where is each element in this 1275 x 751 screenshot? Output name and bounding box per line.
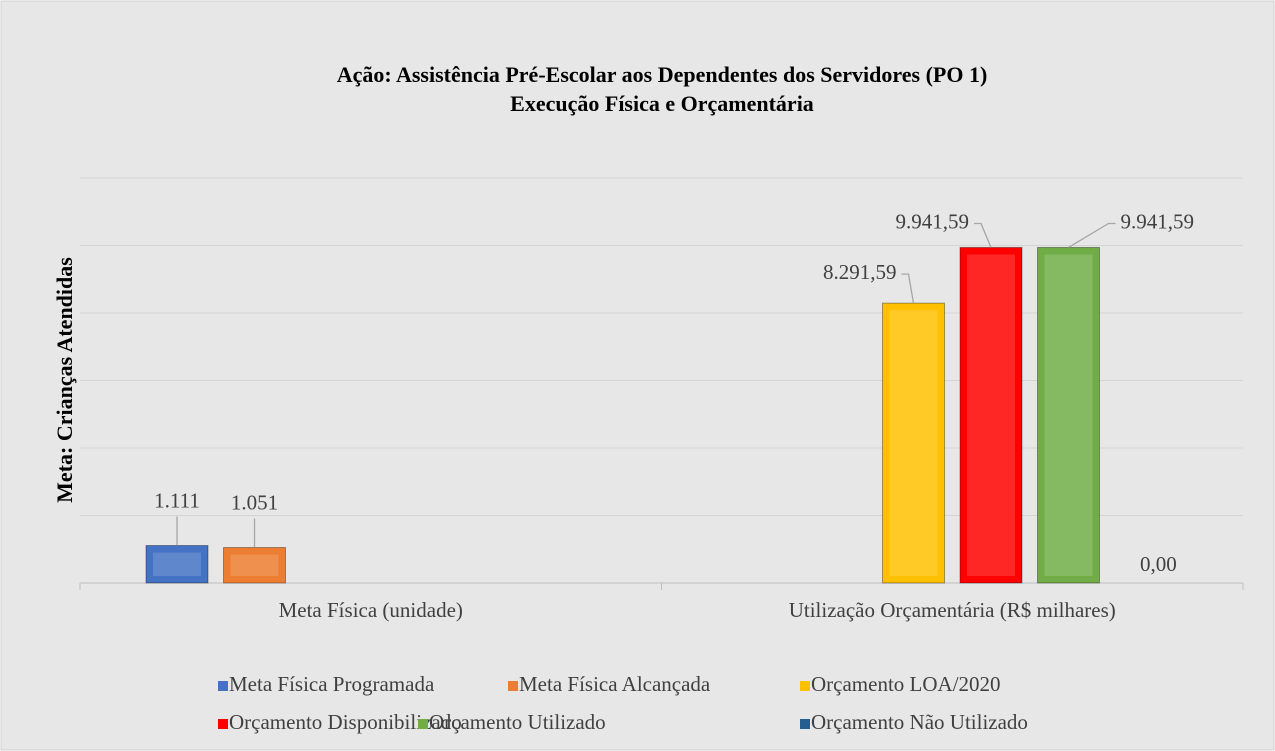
chart-title: Ação: Assistência Pré-Escolar aos Depend… (337, 62, 988, 87)
bar-bevel (889, 310, 938, 576)
bar (145, 545, 209, 584)
legend-label: Meta Física Alcançada (519, 672, 711, 696)
bar-bevel (1044, 254, 1093, 576)
data-label: 1.111 (154, 488, 200, 512)
legend-label: Orçamento LOA/2020 (811, 672, 1001, 696)
bar-bevel (967, 254, 1015, 576)
bar (882, 302, 945, 584)
legend-swatch (800, 681, 810, 691)
bar-bevel (230, 554, 279, 576)
bar-bevel (153, 552, 201, 576)
legend-swatch (508, 681, 518, 691)
data-label: 9.941,59 (1121, 209, 1195, 233)
legend-swatch (218, 719, 228, 729)
y-axis-label: Meta: Crianças Atendidas (52, 257, 77, 503)
legend-label: Meta Física Programada (229, 672, 435, 696)
data-label: 8.291,59 (823, 260, 897, 284)
legend-swatch (800, 719, 810, 729)
data-label: 1.051 (231, 490, 278, 514)
data-label: 9.941,59 (896, 209, 970, 233)
legend-label: Orçamento Utilizado (429, 710, 606, 734)
chart-subtitle: Execução Física e Orçamentária (510, 91, 814, 116)
leader-line (901, 273, 915, 304)
x-tick-label: Meta Física (unidade) (279, 598, 463, 622)
bar (959, 246, 1023, 584)
legend-label: Orçamento Não Utilizado (811, 710, 1028, 734)
leader-line (974, 222, 992, 248)
data-label: 0,00 (1140, 552, 1177, 576)
legend-swatch (218, 681, 228, 691)
leader-line (1068, 222, 1116, 249)
legend-swatch (418, 719, 428, 729)
x-tick-label: Utilização Orçamentária (R$ milhares) (789, 598, 1116, 622)
bar (1037, 246, 1100, 584)
